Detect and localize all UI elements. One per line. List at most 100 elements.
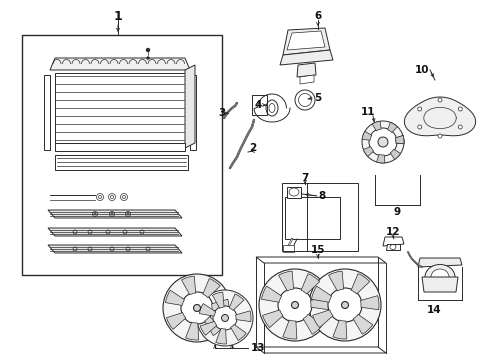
Text: 13: 13	[251, 343, 265, 353]
Text: 1: 1	[114, 9, 122, 22]
Ellipse shape	[309, 269, 381, 341]
Wedge shape	[203, 278, 220, 298]
Polygon shape	[386, 244, 400, 250]
Wedge shape	[263, 310, 283, 328]
Wedge shape	[166, 290, 185, 306]
Ellipse shape	[328, 288, 362, 322]
Wedge shape	[310, 296, 329, 310]
Wedge shape	[313, 310, 333, 328]
Wedge shape	[388, 122, 397, 132]
Ellipse shape	[458, 125, 462, 129]
Ellipse shape	[213, 306, 237, 330]
Text: 7: 7	[301, 173, 309, 183]
Bar	[287, 187, 301, 198]
Ellipse shape	[197, 290, 253, 346]
Bar	[252, 95, 267, 115]
Wedge shape	[213, 292, 224, 309]
Text: 9: 9	[393, 207, 400, 217]
Ellipse shape	[425, 265, 455, 289]
Polygon shape	[48, 245, 182, 253]
Wedge shape	[283, 320, 297, 339]
Wedge shape	[211, 299, 229, 312]
Wedge shape	[360, 296, 379, 310]
Text: 4: 4	[254, 100, 262, 110]
Wedge shape	[390, 149, 400, 159]
Polygon shape	[383, 237, 404, 246]
Bar	[22, 35, 222, 275]
Bar	[190, 75, 196, 150]
Ellipse shape	[147, 49, 149, 51]
Text: 11: 11	[361, 107, 375, 117]
Ellipse shape	[259, 269, 331, 341]
Wedge shape	[301, 274, 319, 294]
Ellipse shape	[181, 292, 213, 324]
Polygon shape	[418, 258, 462, 267]
Ellipse shape	[431, 269, 449, 285]
Wedge shape	[200, 321, 217, 335]
Wedge shape	[303, 314, 323, 334]
Wedge shape	[353, 314, 373, 334]
Wedge shape	[236, 311, 251, 321]
Polygon shape	[422, 277, 458, 292]
Wedge shape	[362, 131, 372, 140]
Bar	[282, 183, 358, 251]
Ellipse shape	[458, 107, 462, 111]
Wedge shape	[312, 286, 332, 302]
Ellipse shape	[418, 107, 422, 111]
Bar	[44, 75, 50, 150]
Ellipse shape	[292, 302, 298, 309]
Polygon shape	[300, 75, 314, 84]
Polygon shape	[48, 210, 182, 218]
Wedge shape	[216, 328, 226, 344]
Ellipse shape	[194, 305, 200, 311]
Text: 14: 14	[427, 305, 441, 315]
Polygon shape	[283, 28, 330, 55]
Ellipse shape	[362, 121, 404, 163]
Ellipse shape	[278, 288, 312, 322]
Wedge shape	[364, 147, 373, 157]
Text: 5: 5	[315, 93, 321, 103]
Wedge shape	[167, 312, 186, 329]
Ellipse shape	[163, 274, 231, 342]
Text: 2: 2	[249, 143, 257, 153]
Wedge shape	[186, 322, 199, 340]
Ellipse shape	[418, 125, 422, 129]
Text: 6: 6	[315, 11, 321, 21]
Wedge shape	[205, 317, 223, 336]
Polygon shape	[185, 65, 195, 148]
Wedge shape	[262, 286, 282, 302]
Bar	[285, 197, 340, 239]
Polygon shape	[404, 97, 476, 136]
Polygon shape	[50, 58, 190, 70]
Ellipse shape	[147, 57, 149, 59]
Ellipse shape	[221, 315, 228, 321]
Ellipse shape	[369, 128, 397, 156]
Ellipse shape	[438, 134, 442, 138]
Wedge shape	[329, 271, 343, 291]
Wedge shape	[377, 154, 385, 163]
Wedge shape	[395, 135, 404, 144]
Ellipse shape	[342, 302, 348, 309]
Wedge shape	[395, 135, 404, 144]
Polygon shape	[280, 50, 333, 65]
Ellipse shape	[438, 98, 442, 102]
Text: 12: 12	[386, 227, 400, 237]
Wedge shape	[372, 121, 381, 131]
Bar	[55, 143, 185, 151]
Wedge shape	[229, 294, 244, 310]
Text: 3: 3	[219, 108, 225, 118]
Wedge shape	[199, 303, 216, 316]
Bar	[55, 73, 185, 143]
Wedge shape	[279, 271, 294, 291]
Wedge shape	[351, 274, 369, 294]
Text: 15: 15	[311, 245, 325, 255]
Polygon shape	[48, 228, 182, 236]
Bar	[55, 155, 188, 170]
Wedge shape	[333, 320, 347, 339]
Wedge shape	[182, 276, 196, 295]
Polygon shape	[297, 63, 316, 77]
Text: 10: 10	[415, 65, 429, 75]
Text: 8: 8	[318, 191, 326, 201]
Ellipse shape	[378, 137, 388, 147]
Polygon shape	[287, 31, 325, 50]
